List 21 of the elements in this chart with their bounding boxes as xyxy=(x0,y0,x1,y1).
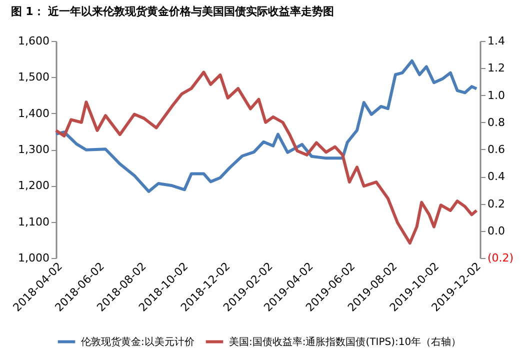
y-tick-label: 1,400 xyxy=(18,106,50,120)
y2-tick-label: (0.2) xyxy=(488,252,514,264)
y2-tick-label: 0.0 xyxy=(488,224,505,238)
legend-label: 美国:国债收益率:通胀指数国债(TIPS):10年（右轴） xyxy=(229,336,462,348)
y2-tick-label: 0.2 xyxy=(488,197,505,210)
y2-tick-label: 1.4 xyxy=(488,34,505,48)
y-tick-label: 1,000 xyxy=(18,252,50,264)
legend-label: 伦敦现货黄金:以美元计价 xyxy=(81,336,194,348)
y-tick-label: 1,600 xyxy=(18,34,50,48)
y2-tick-label: 0.4 xyxy=(488,170,505,184)
y2-tick-label: 0.6 xyxy=(488,143,505,156)
y2-tick-label: 1.2 xyxy=(488,62,505,75)
line-series xyxy=(54,59,478,193)
line-series xyxy=(54,70,478,245)
y2-tick-label: 1.0 xyxy=(488,88,505,102)
y2-tick-label: 0.8 xyxy=(488,116,505,129)
chart-title: 图 1： 近一年以来伦敦现货黄金价格与美国国债实际收益率走势图 xyxy=(10,5,334,18)
y-tick-label: 1,300 xyxy=(18,143,50,156)
y-tick-label: 1,500 xyxy=(18,70,50,84)
y-tick-label: 1,100 xyxy=(18,215,50,228)
y-tick-label: 1,200 xyxy=(18,179,50,192)
